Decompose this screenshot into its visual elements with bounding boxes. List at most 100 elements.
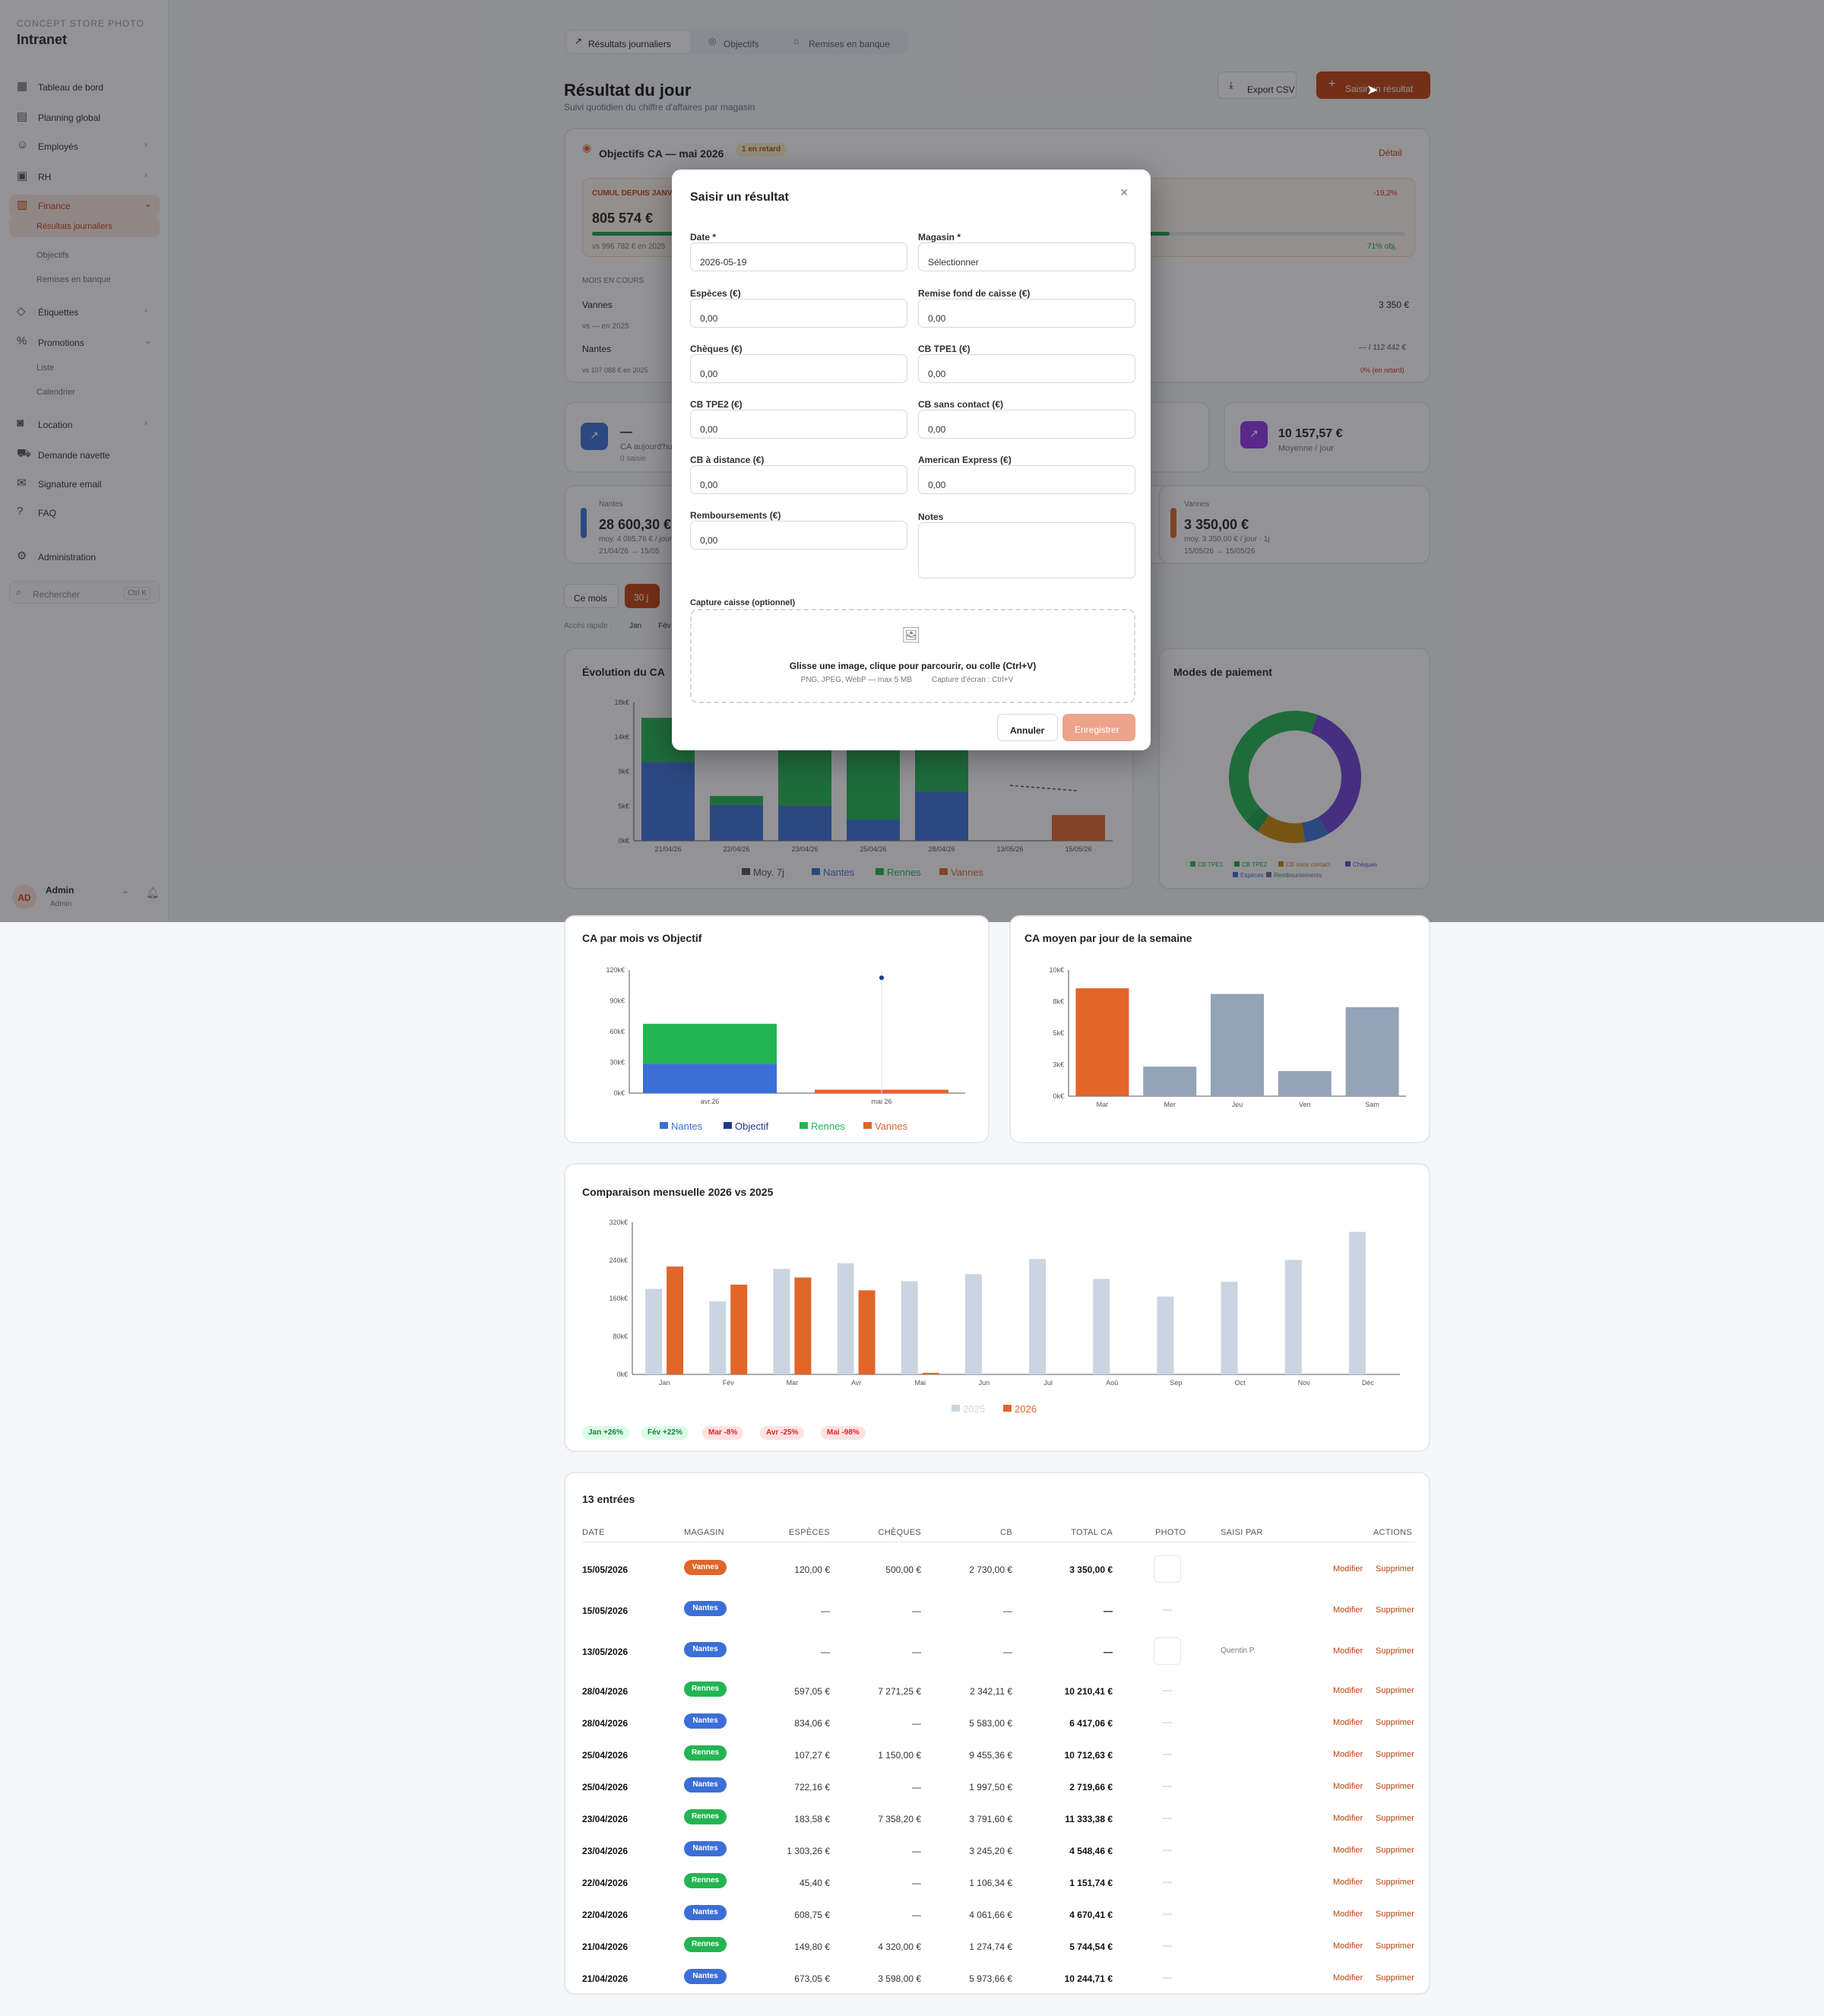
amount-input[interactable]: 0,00: [690, 521, 907, 550]
sidebar-subitem[interactable]: Calendrier: [36, 388, 75, 397]
modify-link[interactable]: Modifier: [1333, 1973, 1363, 1983]
modify-link[interactable]: Modifier: [1333, 1878, 1363, 1887]
store-badge: Nantes: [684, 1601, 727, 1616]
column-header[interactable]: CHÈQUES: [878, 1528, 921, 1537]
tab-objectives[interactable]: ◎ Objectifs: [708, 31, 784, 52]
export-csv-button[interactable]: ⤓ Export CSV: [1218, 71, 1297, 99]
bar: [778, 806, 831, 841]
cancel-button[interactable]: Annuler: [997, 714, 1058, 741]
column-header[interactable]: DATE: [582, 1528, 605, 1537]
avatar[interactable]: AD: [12, 885, 36, 909]
sidebar-item[interactable]: % Promotions ⌄: [0, 331, 169, 354]
modify-link[interactable]: Modifier: [1333, 1910, 1363, 1919]
modify-link[interactable]: Modifier: [1333, 1606, 1363, 1615]
bar-2025: [1157, 1296, 1174, 1374]
modify-link[interactable]: Modifier: [1333, 1942, 1363, 1951]
amount-input[interactable]: 0,00: [690, 465, 907, 494]
date-label: Date *: [690, 232, 717, 242]
modify-link[interactable]: Modifier: [1333, 1647, 1363, 1656]
delete-link[interactable]: Supprimer: [1376, 1782, 1414, 1791]
date-input[interactable]: 2026-05-19: [690, 242, 907, 271]
sidebar-item[interactable]: ◇ Étiquettes ›: [0, 301, 169, 324]
sidebar-item[interactable]: ▥ Finance ⌄: [9, 195, 160, 217]
amount-input[interactable]: 0,00: [690, 354, 907, 383]
delete-link[interactable]: Supprimer: [1376, 1910, 1414, 1919]
column-header[interactable]: ESPÈCES: [788, 1528, 830, 1537]
sidebar-search[interactable]: ⌕ Rechercher Ctrl K: [9, 581, 160, 604]
sidebar-subitem[interactable]: Remises en banque: [36, 275, 111, 284]
cell-cash: 608,75 €: [794, 1910, 830, 1920]
photo-thumbnail[interactable]: [1154, 1555, 1181, 1583]
detail-link[interactable]: Détail: [1379, 147, 1402, 158]
sidebar-item[interactable]: ⛟ Demande navette: [0, 444, 169, 467]
image-icon: 🖼︎: [901, 627, 921, 644]
sidebar-subitem[interactable]: Objectifs: [36, 251, 69, 260]
amount-input[interactable]: 0,00: [690, 410, 907, 439]
close-icon[interactable]: ×: [1120, 185, 1129, 200]
filter-30-days[interactable]: 30 j: [625, 584, 660, 608]
modify-link[interactable]: Modifier: [1333, 1814, 1363, 1823]
cell-cash: 834,06 €: [794, 1718, 830, 1729]
bar-2026: [794, 1277, 812, 1374]
bar-2025: [1284, 1260, 1302, 1374]
amount-input[interactable]: 0,00: [918, 465, 1135, 494]
notes-textarea[interactable]: [918, 522, 1135, 578]
chevron-up-icon[interactable]: ⌃: [122, 889, 130, 900]
modify-link[interactable]: Modifier: [1333, 1846, 1363, 1855]
modify-link[interactable]: Modifier: [1333, 1718, 1363, 1727]
bell-icon[interactable]: 🔔︎: [146, 886, 160, 899]
column-header[interactable]: MAGASIN: [684, 1528, 724, 1537]
sidebar-item[interactable]: ◙ Location ›: [0, 414, 169, 436]
sidebar-item[interactable]: ⚙ Administration: [0, 546, 169, 569]
tab-daily-results[interactable]: ↗ Résultats journaliers: [567, 31, 690, 52]
store-sub: moy. 3 350,00 € / jour · 1j: [1184, 535, 1270, 544]
sidebar-item[interactable]: ▣ RH ›: [0, 166, 169, 189]
delete-link[interactable]: Supprimer: [1376, 1814, 1414, 1823]
column-header[interactable]: CB: [1000, 1528, 1012, 1537]
sidebar-item[interactable]: ☺ Employés ›: [0, 135, 169, 158]
quick-month[interactable]: Fév: [658, 622, 671, 630]
sidebar-item-label: Planning global: [38, 113, 101, 123]
column-header[interactable]: PHOTO: [1155, 1528, 1186, 1537]
sidebar-item[interactable]: ✉ Signature email: [0, 473, 169, 496]
delete-link[interactable]: Supprimer: [1376, 1942, 1414, 1951]
sidebar-subitem[interactable]: Résultats journaliers: [9, 216, 160, 237]
save-button[interactable]: Enregistrer: [1062, 714, 1135, 741]
amount-input[interactable]: 0,00: [918, 410, 1135, 439]
quick-month[interactable]: Jan: [629, 622, 642, 630]
delete-link[interactable]: Supprimer: [1376, 1846, 1414, 1855]
comparison-chart: 0k€ 80k€ 160k€ 240k€ 320k€ Jan Fév Mar Avr Mai Jun…: [609, 1219, 1400, 1415]
delete-link[interactable]: Supprimer: [1376, 1718, 1414, 1727]
modify-link[interactable]: Modifier: [1333, 1782, 1363, 1791]
brand-title: Intranet: [17, 32, 68, 47]
column-header[interactable]: ACTIONS: [1373, 1528, 1412, 1537]
image-dropzone[interactable]: 🖼︎ Glisse une image, clique pour parcour…: [690, 609, 1135, 703]
modify-link[interactable]: Modifier: [1333, 1686, 1363, 1695]
delete-link[interactable]: Supprimer: [1376, 1686, 1414, 1695]
filter-this-month[interactable]: Ce mois: [564, 584, 619, 608]
cell-date: 22/04/2026: [582, 1910, 629, 1920]
sidebar-item[interactable]: ▦ Tableau de bord: [0, 76, 169, 99]
modify-link[interactable]: Modifier: [1333, 1750, 1363, 1759]
cell-date: 28/04/2026: [582, 1718, 629, 1729]
store-select[interactable]: Sélectionner: [918, 242, 1135, 271]
sidebar-subitem[interactable]: Liste: [36, 363, 55, 372]
amount-input[interactable]: 0,00: [918, 299, 1135, 328]
bar: [710, 796, 763, 805]
amount-input[interactable]: 0,00: [690, 299, 907, 328]
photo-thumbnail[interactable]: [1154, 1637, 1181, 1665]
delete-link[interactable]: Supprimer: [1376, 1564, 1414, 1574]
delete-link[interactable]: Supprimer: [1376, 1606, 1414, 1615]
amount-input[interactable]: 0,00: [918, 354, 1135, 383]
add-result-button[interactable]: + Saisir un résultat: [1316, 71, 1430, 99]
delete-link[interactable]: Supprimer: [1376, 1878, 1414, 1887]
column-header[interactable]: SAISI PAR: [1221, 1528, 1263, 1537]
delete-link[interactable]: Supprimer: [1376, 1750, 1414, 1759]
sidebar-item[interactable]: ▤ Planning global: [0, 106, 169, 129]
modify-link[interactable]: Modifier: [1333, 1564, 1363, 1574]
delete-link[interactable]: Supprimer: [1376, 1973, 1414, 1983]
column-header[interactable]: TOTAL CA: [1071, 1528, 1113, 1537]
delete-link[interactable]: Supprimer: [1376, 1647, 1414, 1656]
tab-bank-deposits[interactable]: ⌂ Remises en banque: [793, 31, 907, 52]
sidebar-item[interactable]: ? FAQ: [0, 502, 169, 525]
